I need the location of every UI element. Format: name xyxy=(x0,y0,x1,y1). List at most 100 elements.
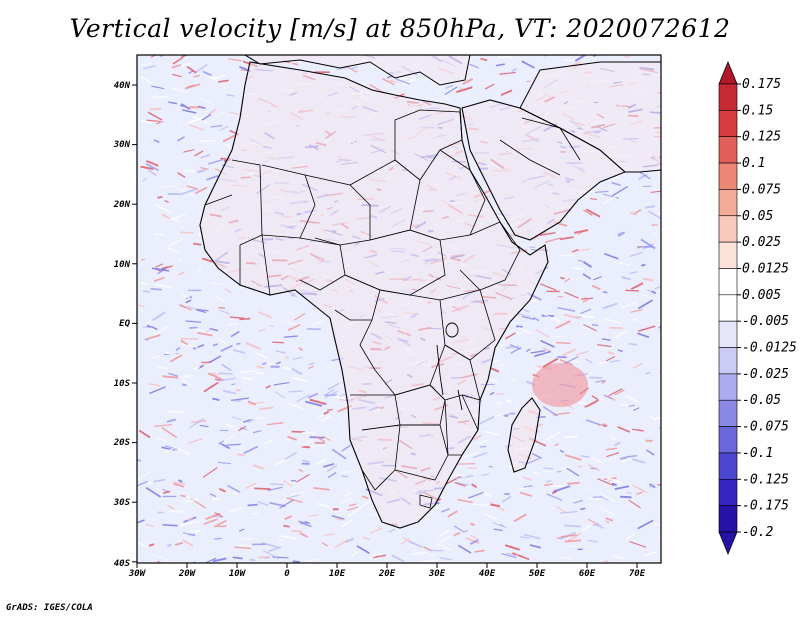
velocity-streak xyxy=(180,378,192,386)
velocity-streak xyxy=(572,267,583,271)
velocity-streak xyxy=(578,259,587,263)
velocity-streak xyxy=(480,57,488,62)
velocity-streak xyxy=(614,441,621,447)
velocity-streak xyxy=(621,276,632,281)
velocity-streak xyxy=(286,497,303,504)
velocity-streak xyxy=(472,434,483,442)
velocity-streak xyxy=(632,362,643,369)
velocity-streak xyxy=(316,502,331,509)
velocity-streak xyxy=(221,363,232,372)
velocity-streak xyxy=(259,406,274,411)
velocity-streak xyxy=(458,86,464,90)
velocity-streak xyxy=(660,447,661,449)
velocity-streak xyxy=(505,398,512,403)
velocity-streak xyxy=(583,326,588,329)
velocity-streak xyxy=(212,343,219,347)
velocity-streak xyxy=(452,473,466,478)
velocity-streak xyxy=(649,483,655,488)
velocity-streak xyxy=(218,440,225,445)
europe-coastline xyxy=(243,54,471,86)
velocity-streak xyxy=(214,537,222,540)
velocity-streak xyxy=(196,169,207,174)
colorbar-segment xyxy=(718,478,738,506)
velocity-streak xyxy=(575,315,582,318)
velocity-streak xyxy=(245,482,257,490)
velocity-streak xyxy=(439,557,453,561)
velocity-streak xyxy=(193,74,201,78)
lat-label-30s: 30S xyxy=(113,498,131,508)
velocity-streak xyxy=(465,537,480,545)
velocity-streak xyxy=(267,486,283,492)
velocity-streak xyxy=(557,356,567,359)
velocity-streak xyxy=(229,316,245,319)
velocity-streak xyxy=(629,541,647,548)
velocity-streak xyxy=(150,327,156,332)
colorbar-label: -0.05 xyxy=(742,393,781,408)
velocity-streak xyxy=(154,364,162,369)
velocity-streak xyxy=(455,475,474,480)
colorbar-segment xyxy=(718,294,738,322)
velocity-streak xyxy=(521,308,530,313)
velocity-streak xyxy=(625,394,640,404)
velocity-streak xyxy=(585,419,601,426)
velocity-streak xyxy=(594,190,609,194)
velocity-streak xyxy=(631,484,648,494)
velocity-streak xyxy=(530,350,546,354)
velocity-streak xyxy=(137,480,148,487)
lon-label-10e: 10E xyxy=(329,569,346,579)
velocity-streak xyxy=(338,498,352,505)
velocity-streak xyxy=(140,258,146,261)
velocity-streak xyxy=(368,555,376,560)
velocity-streak xyxy=(138,429,151,439)
velocity-streak xyxy=(153,276,165,282)
velocity-streak xyxy=(620,456,627,460)
velocity-streak xyxy=(182,532,196,537)
velocity-streak xyxy=(583,261,592,268)
velocity-streak xyxy=(254,487,271,490)
velocity-streak xyxy=(223,389,237,395)
velocity-streak xyxy=(186,65,197,74)
velocity-streak xyxy=(581,297,588,301)
velocity-streak xyxy=(543,313,556,321)
velocity-streak xyxy=(219,309,230,315)
velocity-streak xyxy=(504,413,509,417)
velocity-streak xyxy=(238,544,252,547)
velocity-streak xyxy=(588,464,601,472)
velocity-streak xyxy=(612,554,624,560)
velocity-streak xyxy=(182,109,197,114)
velocity-streak xyxy=(239,317,251,321)
velocity-streak xyxy=(398,77,410,80)
velocity-streak xyxy=(324,390,338,399)
velocity-streak xyxy=(251,417,265,420)
velocity-streak xyxy=(165,446,176,454)
velocity-streak xyxy=(209,327,219,332)
velocity-streak xyxy=(151,267,170,272)
velocity-streak xyxy=(145,486,161,498)
velocity-streak xyxy=(161,265,173,270)
velocity-streak xyxy=(185,320,202,323)
velocity-streak xyxy=(581,524,592,531)
velocity-streak xyxy=(311,444,326,448)
velocity-streak xyxy=(313,487,330,491)
velocity-streak xyxy=(162,375,179,379)
velocity-streak xyxy=(173,483,185,488)
velocity-streak xyxy=(546,480,552,483)
country-borders xyxy=(204,109,581,509)
velocity-streak xyxy=(247,417,256,423)
velocity-streak xyxy=(300,439,314,448)
velocity-streak xyxy=(138,541,147,547)
velocity-streak xyxy=(582,299,588,303)
velocity-streak xyxy=(279,499,295,509)
lon-label-30w: 30W xyxy=(128,569,147,579)
colorbar-segment xyxy=(718,399,738,427)
velocity-streak xyxy=(341,444,351,452)
velocity-streak xyxy=(334,539,349,549)
velocity-streak xyxy=(154,424,172,427)
velocity-streak xyxy=(544,483,553,486)
velocity-streak xyxy=(205,329,211,333)
velocity-streak xyxy=(324,533,336,536)
velocity-streak xyxy=(512,552,530,561)
velocity-streak xyxy=(542,347,551,353)
velocity-streak xyxy=(152,311,166,322)
velocity-streak xyxy=(560,556,573,560)
